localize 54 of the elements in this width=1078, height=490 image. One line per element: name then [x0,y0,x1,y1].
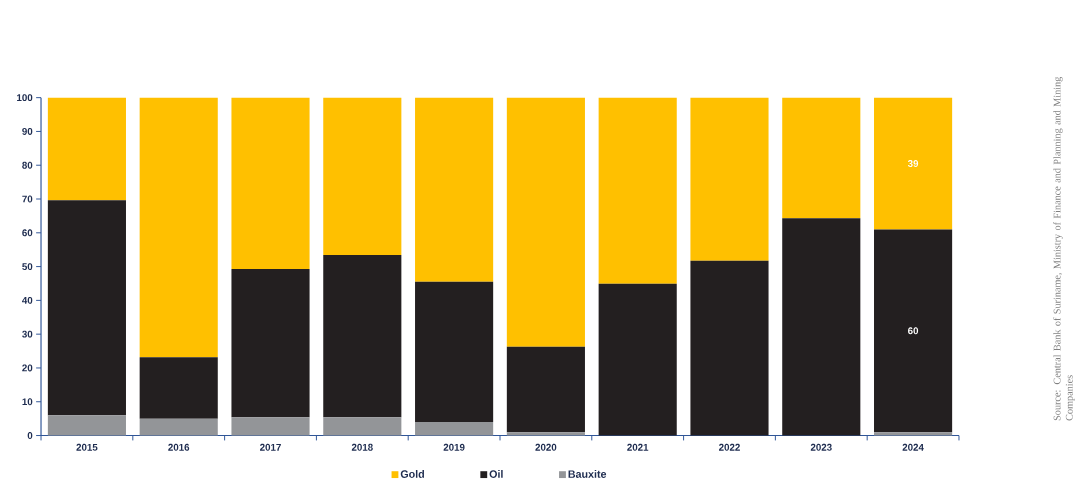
y-tick-label: 60 [22,229,33,237]
bar [415,97,494,282]
data-label: 60 [908,327,919,335]
x-tick-label: 2019 [443,443,465,451]
bar [139,97,218,358]
x-tick-label: 2021 [627,443,649,451]
bar [874,97,953,230]
bar [506,346,585,433]
data-label: 39 [907,159,919,167]
bar [323,97,402,255]
y-tick-label: 20 [22,364,33,372]
bar [231,268,310,418]
bar [231,97,310,269]
y-tick-label: 80 [22,161,33,169]
bar [598,283,677,436]
y-tick-label: 30 [22,330,33,338]
x-tick-label: 2024 [902,443,924,451]
bar [139,357,218,419]
bar [782,97,861,219]
bar [415,281,494,422]
legend-label: Gold [400,469,424,478]
bar [323,254,402,418]
bar [47,415,126,436]
bar [874,229,953,433]
y-tick-label: 90 [22,127,33,135]
x-tick-label: 2022 [719,443,740,451]
x-tick-label: 2020 [535,443,557,451]
bar [415,421,494,436]
y-tick-label: 40 [22,296,33,304]
bar [139,418,218,436]
bar [323,417,402,436]
x-tick-label: 2016 [168,443,190,451]
bar [47,200,126,416]
y-tick-label: 70 [22,195,33,203]
bar [506,97,585,347]
bar [690,97,769,261]
bar [874,432,953,436]
bar [231,417,310,436]
y-tick-label: 10 [22,398,33,406]
x-tick-label: 2018 [351,443,373,451]
y-tick-label: 50 [22,263,33,270]
bar [782,218,861,436]
x-tick-label: 2015 [76,443,98,451]
x-tick-label: 2017 [260,443,281,451]
y-tick-label: 100 [17,94,33,101]
bar [506,432,585,436]
x-tick-label: 2023 [810,443,832,451]
legend-label: Bauxite [568,469,607,478]
y-tick-label: 0 [27,431,33,439]
source-note: Source: Central Bank of Suriname, Ministry of Finance and Planning and Mining Companies [1053,76,1075,421]
bar [598,97,677,284]
bar [690,260,769,436]
bar [47,97,126,201]
legend-label: Oil [489,469,503,478]
